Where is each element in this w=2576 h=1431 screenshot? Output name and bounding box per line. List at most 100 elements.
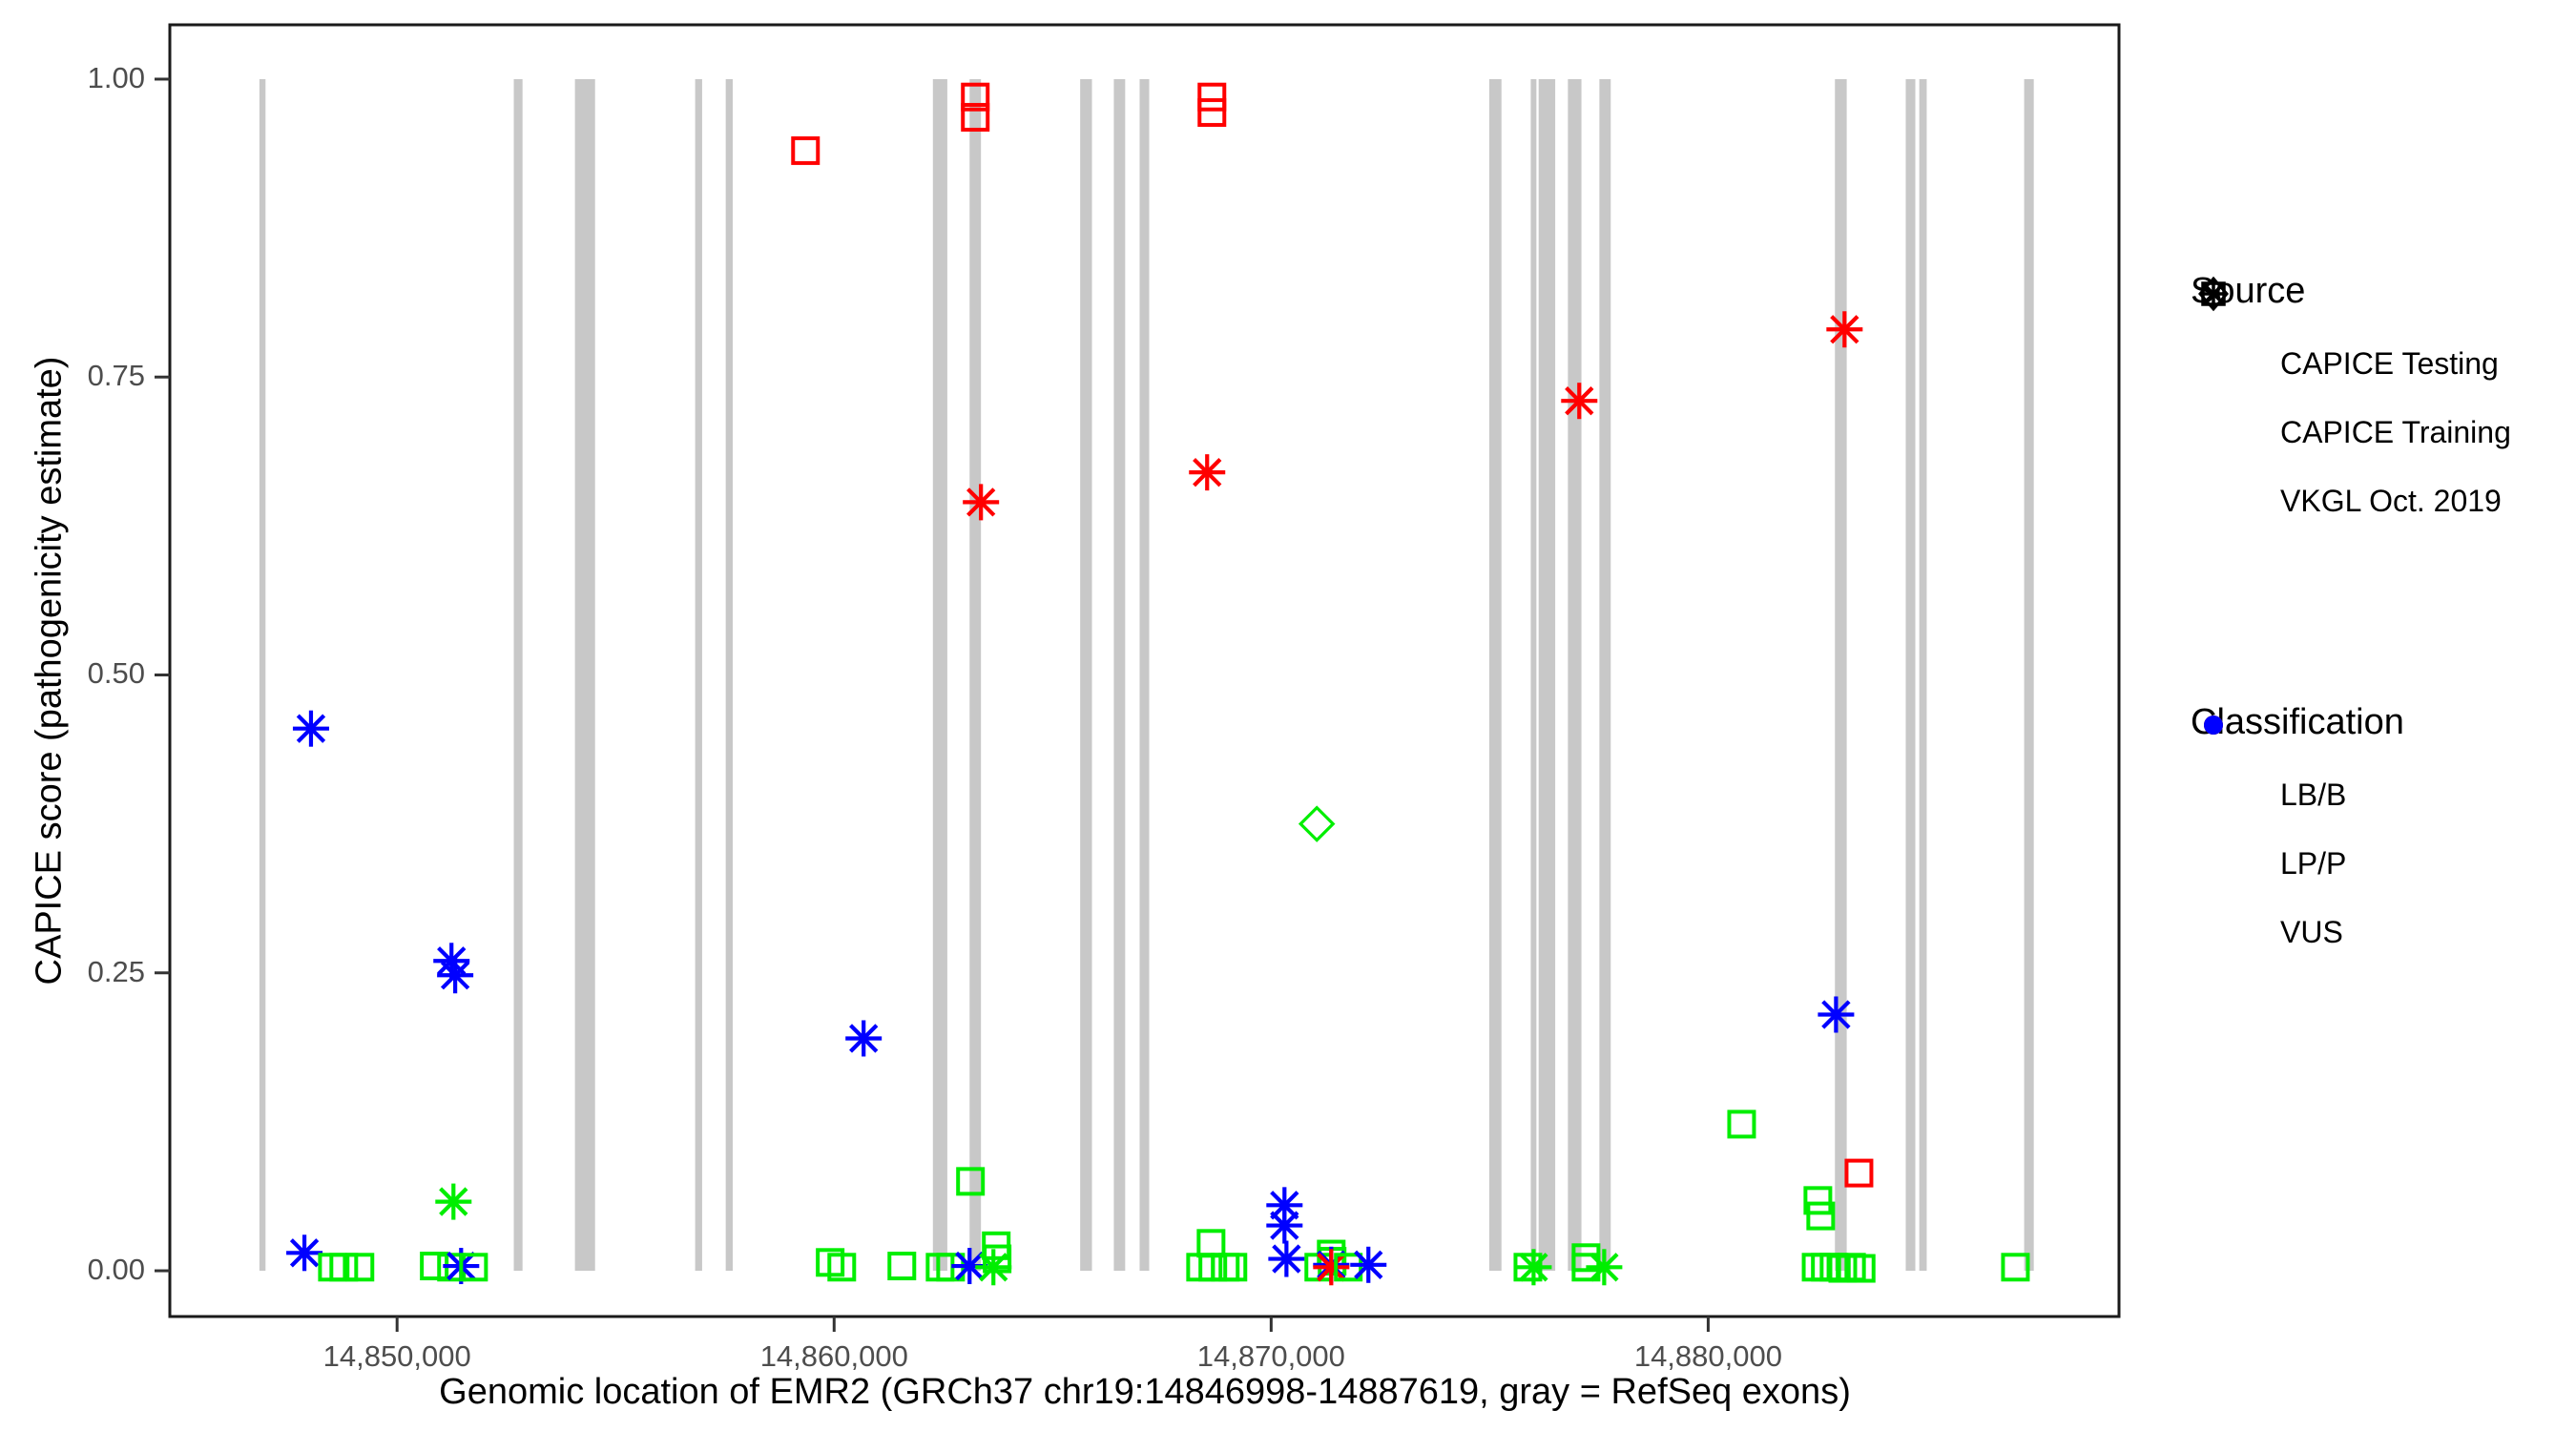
- data-point-square: [1196, 1229, 1226, 1258]
- data-point-asterisk: [1561, 383, 1598, 420]
- x-tick-label: 14,870,000: [1196, 1339, 1345, 1373]
- exon-bar: [1113, 78, 1126, 1272]
- exon-bar: [574, 78, 595, 1272]
- data-point-square: [2001, 1253, 2030, 1282]
- exon-bar: [1139, 78, 1150, 1272]
- y-tick-label: 0.75: [87, 359, 145, 393]
- exon-bar: [1905, 78, 1916, 1272]
- data-point-asterisk: [1350, 1246, 1387, 1283]
- data-point-square: [887, 1252, 917, 1281]
- exon-bar: [1568, 78, 1582, 1272]
- legend-item-label: LP/P: [2280, 845, 2347, 881]
- class-color-dot-icon: [2204, 716, 2263, 955]
- exon-bar: [1080, 78, 1092, 1272]
- legend-item: LP/P: [2191, 716, 2572, 898]
- legend-item: CAPICE Training: [2191, 281, 2572, 467]
- data-point-asterisk: [1189, 454, 1226, 491]
- exon-bar: [1530, 78, 1537, 1272]
- data-point-square: [1218, 1253, 1248, 1282]
- data-point-square: [827, 1253, 857, 1282]
- legend-source: Source CAPICE Testing CAPICE Training VKGL…: [2191, 271, 2572, 535]
- y-tick-label: 0.25: [87, 954, 145, 988]
- data-point-asterisk: [435, 1183, 472, 1220]
- legend-item: LB/B: [2191, 716, 2572, 829]
- legend-item-label: LB/B: [2280, 777, 2347, 812]
- data-point-asterisk: [963, 484, 1000, 521]
- exon-bar: [1488, 78, 1502, 1272]
- data-point-square: [1197, 82, 1227, 112]
- data-point-asterisk: [845, 1020, 883, 1057]
- x-tick-label: 14,860,000: [759, 1339, 908, 1373]
- exon-bar: [725, 78, 733, 1272]
- square-icon: [2201, 281, 2263, 455]
- data-point-square: [1844, 1158, 1874, 1188]
- data-point-square: [956, 1167, 986, 1196]
- data-point-square: [961, 82, 990, 112]
- data-point-asterisk: [975, 1249, 1012, 1286]
- data-point-asterisk: [292, 710, 329, 747]
- data-point-square: [983, 1244, 1012, 1274]
- data-point-asterisk: [1266, 1187, 1303, 1224]
- data-point-asterisk: [1266, 1207, 1303, 1244]
- data-point-asterisk: [286, 1234, 323, 1272]
- legend-item: VUS: [2191, 716, 2572, 966]
- exon-bar: [1599, 78, 1611, 1272]
- data-point-asterisk: [1515, 1249, 1552, 1286]
- data-point-square: [1801, 1253, 1831, 1282]
- data-point-square: [1846, 1254, 1876, 1283]
- legend-classification-title: Classification: [2191, 702, 2404, 742]
- data-point-asterisk: [1586, 1249, 1623, 1286]
- data-point-square: [1806, 1201, 1836, 1231]
- y-tick-label: 1.00: [87, 60, 145, 94]
- diamond-icon: [2198, 276, 2263, 386]
- data-point-asterisk: [1826, 311, 1863, 348]
- data-point-square: [329, 1253, 359, 1282]
- exon-bar: [1538, 78, 1556, 1272]
- data-point-square: [791, 135, 821, 165]
- x-tick-label: 14,850,000: [322, 1339, 471, 1373]
- y-tick-label: 0.50: [87, 656, 145, 691]
- data-point-asterisk: [1313, 1249, 1350, 1286]
- class-color-dot-icon: [2204, 716, 2263, 886]
- data-point-square: [420, 1252, 449, 1281]
- data-point-asterisk: [437, 957, 474, 994]
- panel-border: [168, 23, 2121, 1318]
- x-axis-title: Genomic location of EMR2 (GRCh37 chr19:1…: [439, 1372, 1851, 1412]
- data-point-square: [961, 102, 990, 132]
- data-point-square: [1811, 1253, 1840, 1282]
- legend-source-title: Source: [2191, 271, 2306, 311]
- asterisk-icon: [2200, 280, 2227, 307]
- legend-item: VKGL Oct. 2019: [2191, 280, 2572, 535]
- exon-bar: [513, 78, 523, 1272]
- dot: [2204, 716, 2223, 735]
- data-point-square: [1334, 1253, 1363, 1282]
- exon-bar: [1919, 78, 1927, 1272]
- data-point-square: [345, 1253, 375, 1282]
- data-point-square: [459, 1253, 488, 1282]
- y-axis-title: CAPICE score (pathogenicity estimate): [29, 356, 70, 985]
- data-point-asterisk: [1268, 1240, 1305, 1277]
- legend-item-label: VKGL Oct. 2019: [2280, 483, 2502, 518]
- class-color-dot-icon: [2204, 716, 2263, 818]
- legend-classification: Classification LB/B LP/P VUS: [2191, 702, 2572, 966]
- exon-bar: [1835, 78, 1847, 1272]
- y-tick-label: 0.00: [87, 1253, 145, 1287]
- exon-bar: [259, 78, 266, 1272]
- legend-item-label: CAPICE Training: [2280, 414, 2511, 449]
- legend-item: CAPICE Testing: [2191, 276, 2572, 398]
- data-point-asterisk: [1818, 996, 1855, 1033]
- data-point-square: [1727, 1110, 1756, 1139]
- exon-bar: [969, 78, 982, 1272]
- data-point-square: [1197, 97, 1227, 127]
- legend-item-label: CAPICE Testing: [2280, 345, 2499, 381]
- x-tick-label: 14,880,000: [1633, 1339, 1782, 1373]
- asterisk-icon: [2200, 280, 2263, 524]
- data-point-square: [1803, 1186, 1833, 1215]
- data-point-diamond: [1298, 805, 1336, 842]
- exon-bar: [695, 78, 702, 1272]
- exon-bar: [932, 78, 947, 1272]
- data-point-asterisk: [951, 1248, 988, 1285]
- exon-bar: [2024, 78, 2034, 1272]
